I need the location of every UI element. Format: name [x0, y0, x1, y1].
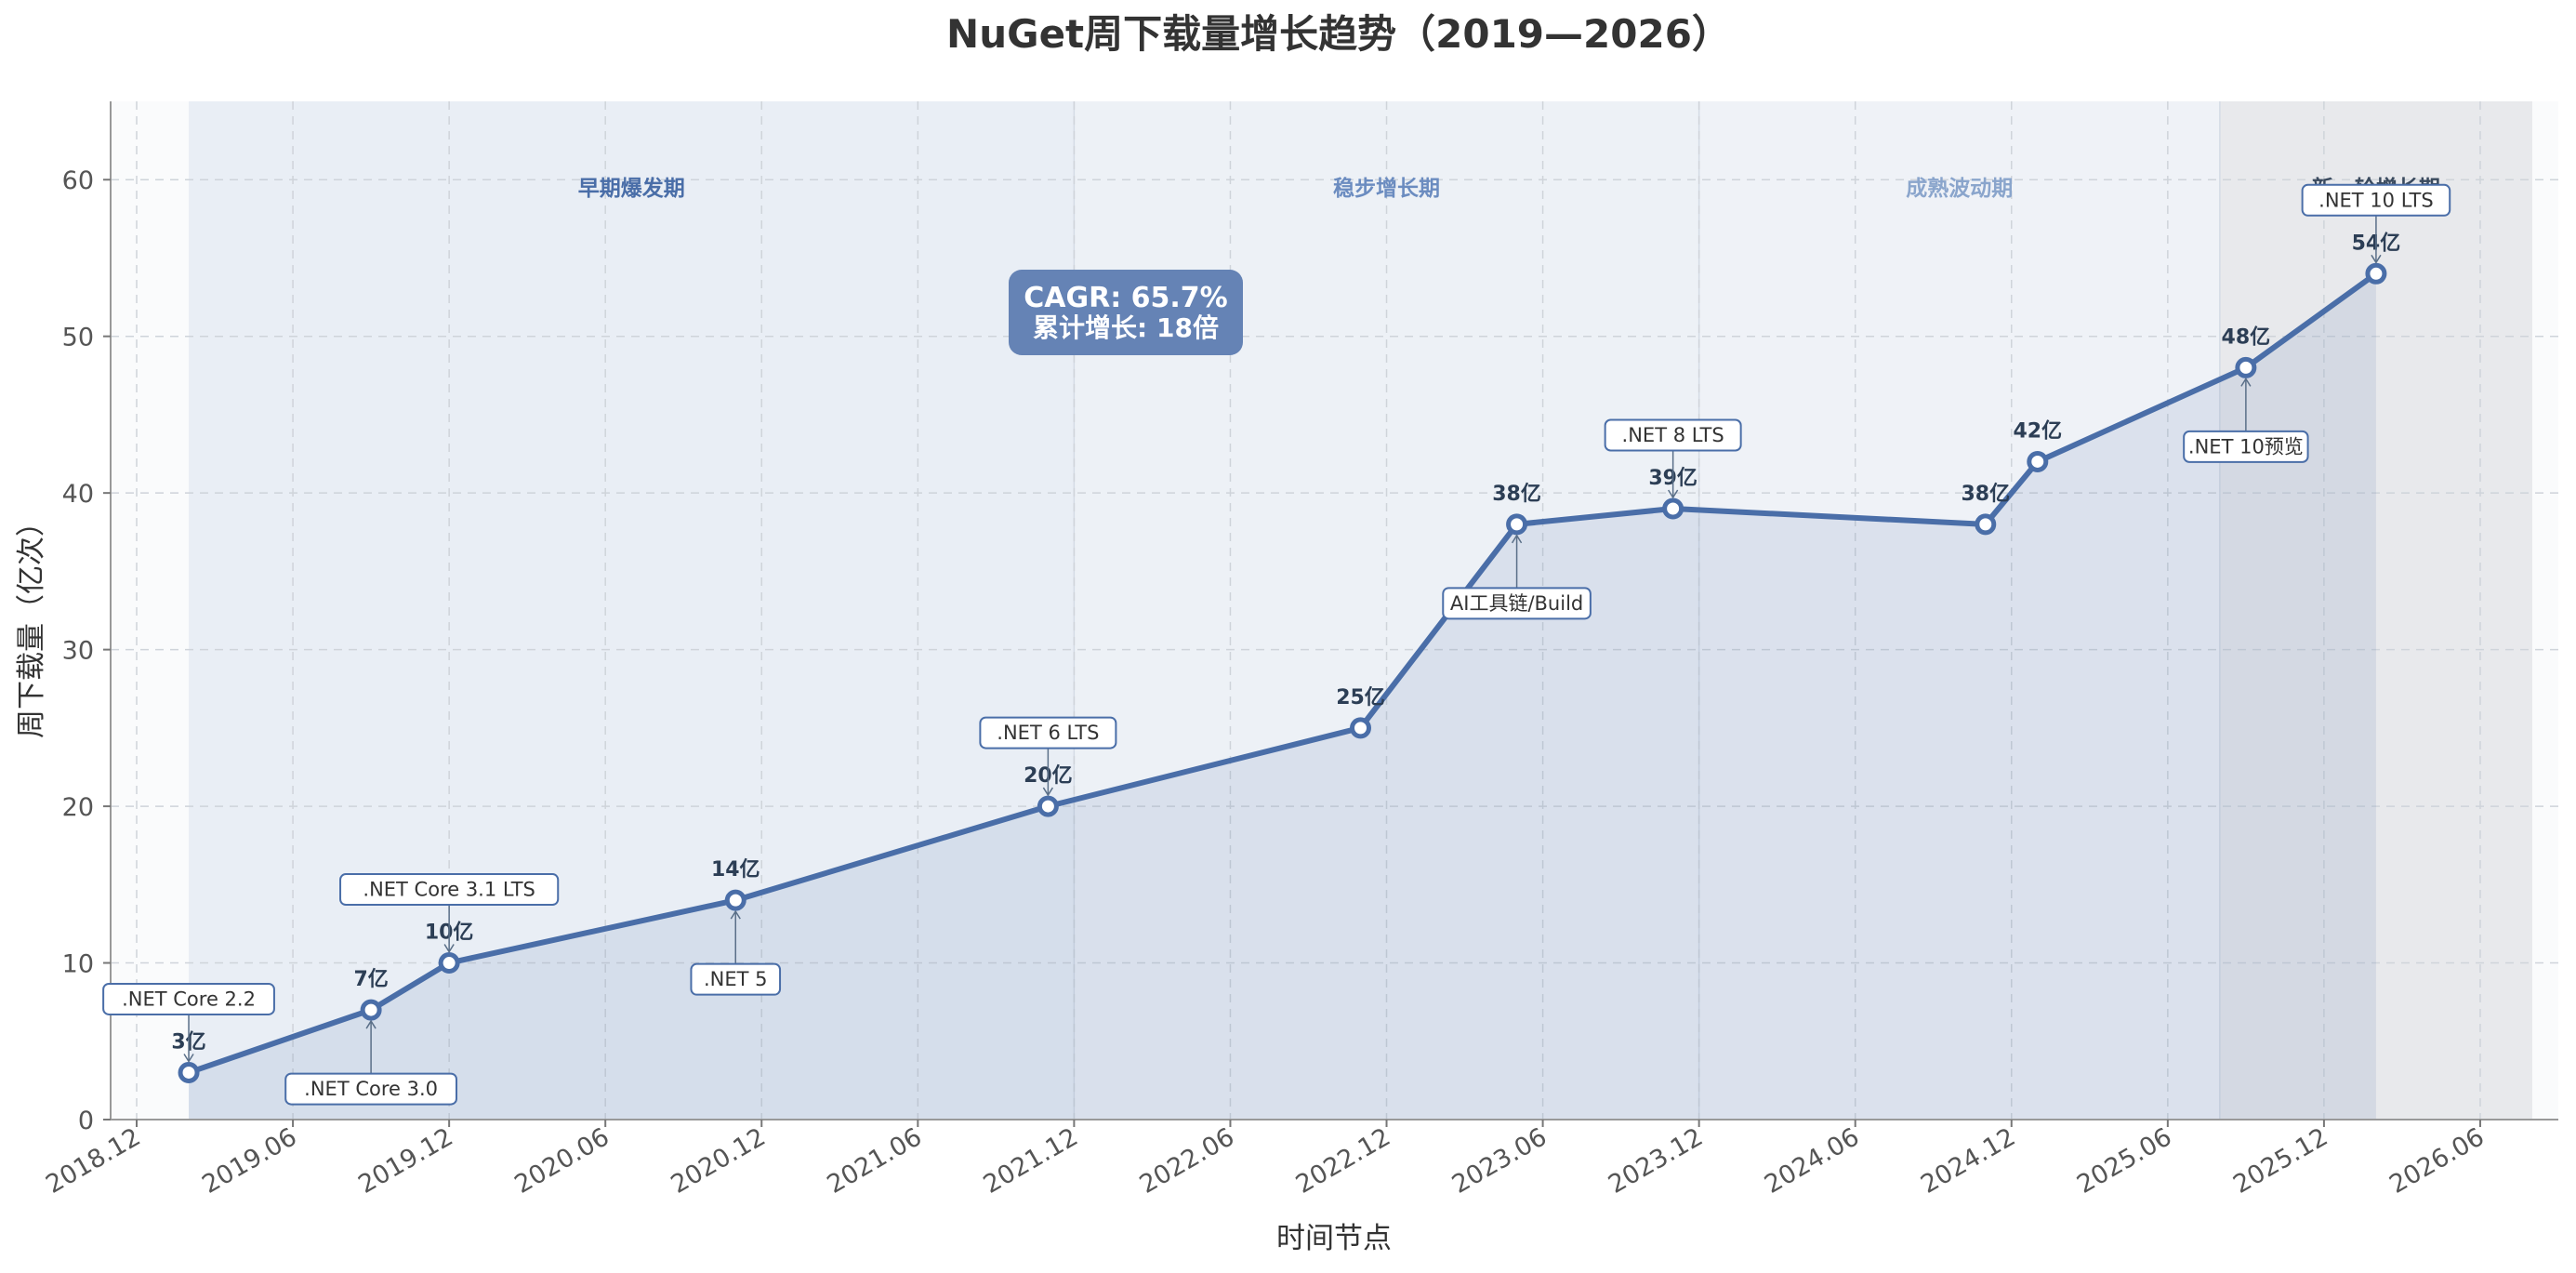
annotation-label: .NET Core 2.2	[122, 988, 256, 1010]
data-point	[178, 1061, 200, 1083]
annotation-box	[690, 962, 782, 996]
x-tick-label: 2019.06	[197, 1122, 301, 1200]
data-label: 25亿	[1336, 686, 1385, 709]
annotation-arrowhead	[365, 1019, 376, 1029]
data-point	[438, 952, 460, 975]
x-tick-label: 2020.06	[510, 1122, 614, 1200]
summary-box	[1009, 270, 1243, 355]
x-tick-label: 2026.06	[2384, 1122, 2489, 1200]
summary-cagr: CAGR: 65.7%	[1024, 282, 1227, 314]
annotation-label: .NET Core 3.0	[304, 1078, 438, 1100]
data-label: 7亿	[353, 968, 388, 991]
annotation-label: AI工具链/Build	[1450, 592, 1583, 615]
y-tick-label: 60	[62, 166, 94, 195]
summary-growth: 累计增长: 18倍	[1033, 312, 1219, 343]
x-axis-label: 时间节点	[1276, 1222, 1392, 1255]
x-tick-label: 2025.12	[2228, 1122, 2332, 1200]
x-tick-label: 2019.12	[353, 1122, 457, 1200]
y-tick-label: 0	[78, 1107, 94, 1135]
annotation-arrowhead	[2371, 254, 2382, 264]
annotation-arrowhead	[183, 1054, 194, 1063]
x-tick-label: 2021.12	[979, 1122, 1083, 1200]
data-label: 38亿	[1961, 483, 2010, 506]
annotation-label: .NET 10预览	[2188, 435, 2304, 457]
data-point	[1975, 513, 1997, 536]
data-point	[2365, 262, 2387, 285]
annotation-label: .NET Core 3.1 LTS	[363, 879, 535, 901]
annotation-box	[979, 716, 1117, 749]
annotation-label: .NET 8 LTS	[1622, 424, 1724, 446]
y-axis-label: 周下载量（亿次）	[15, 508, 48, 738]
x-tick-label: 2023.12	[1604, 1122, 1708, 1200]
data-label: 38亿	[1492, 483, 1541, 506]
data-label: 42亿	[2013, 419, 2062, 443]
annotation-arrowhead	[1042, 787, 1054, 797]
phase-label: 稳步增长期	[1333, 176, 1440, 201]
y-tick-label: 50	[62, 324, 94, 352]
annotation-box	[339, 873, 560, 907]
y-tick-label: 10	[62, 950, 94, 979]
plot-area: 早期爆发期稳步增长期成熟波动期新一轮增长期01020304050602018.1…	[41, 101, 2558, 1200]
annotation-arrowhead	[443, 944, 455, 953]
annotation-arrowhead	[1511, 534, 1523, 544]
annotation-box	[2183, 430, 2309, 463]
chart-title: NuGet周下载量增长趋势（2019—2026）	[946, 11, 1731, 57]
x-tick-label: 2023.06	[1447, 1122, 1552, 1200]
data-point	[1662, 497, 1684, 520]
y-tick-label: 40	[62, 480, 94, 509]
data-point	[2027, 450, 2049, 472]
x-tick-label: 2021.06	[823, 1122, 927, 1200]
data-point	[724, 889, 746, 911]
annotation-label: .NET 6 LTS	[997, 722, 1099, 744]
data-point	[1037, 795, 1059, 817]
annotation-box	[102, 982, 275, 1015]
annotation-box	[2301, 183, 2451, 217]
phase-band	[189, 101, 1075, 1120]
annotation-label: .NET 5	[704, 968, 768, 990]
phase-band	[1698, 101, 2220, 1120]
x-tick-label: 2022.06	[1135, 1122, 1239, 1200]
y-tick-label: 30	[62, 637, 94, 666]
data-label: 48亿	[2222, 325, 2271, 349]
phase-label: 早期爆发期	[578, 176, 685, 201]
x-tick-label: 2024.12	[1916, 1122, 2020, 1200]
annotation-box	[1604, 418, 1742, 452]
data-point	[360, 999, 382, 1021]
annotation-arrowhead	[1668, 489, 1679, 499]
annotation-label: .NET 10 LTS	[2318, 189, 2434, 211]
x-tick-label: 2022.12	[1291, 1122, 1395, 1200]
data-point	[1506, 513, 1528, 536]
data-label: 14亿	[711, 858, 760, 882]
data-point	[1350, 717, 1372, 739]
x-tick-label: 2020.12	[667, 1122, 771, 1200]
data-point	[2235, 356, 2257, 378]
series-line	[188, 271, 2378, 1076]
annotation-arrowhead	[2240, 377, 2252, 387]
phase-label: 成熟波动期	[1906, 176, 2013, 201]
x-tick-label: 2024.06	[1760, 1122, 1864, 1200]
y-tick-label: 20	[62, 793, 94, 822]
annotation-arrowhead	[730, 909, 741, 920]
annotation-box	[284, 1072, 458, 1106]
annotation-box	[1442, 587, 1592, 620]
x-tick-label: 2025.06	[2072, 1122, 2176, 1200]
